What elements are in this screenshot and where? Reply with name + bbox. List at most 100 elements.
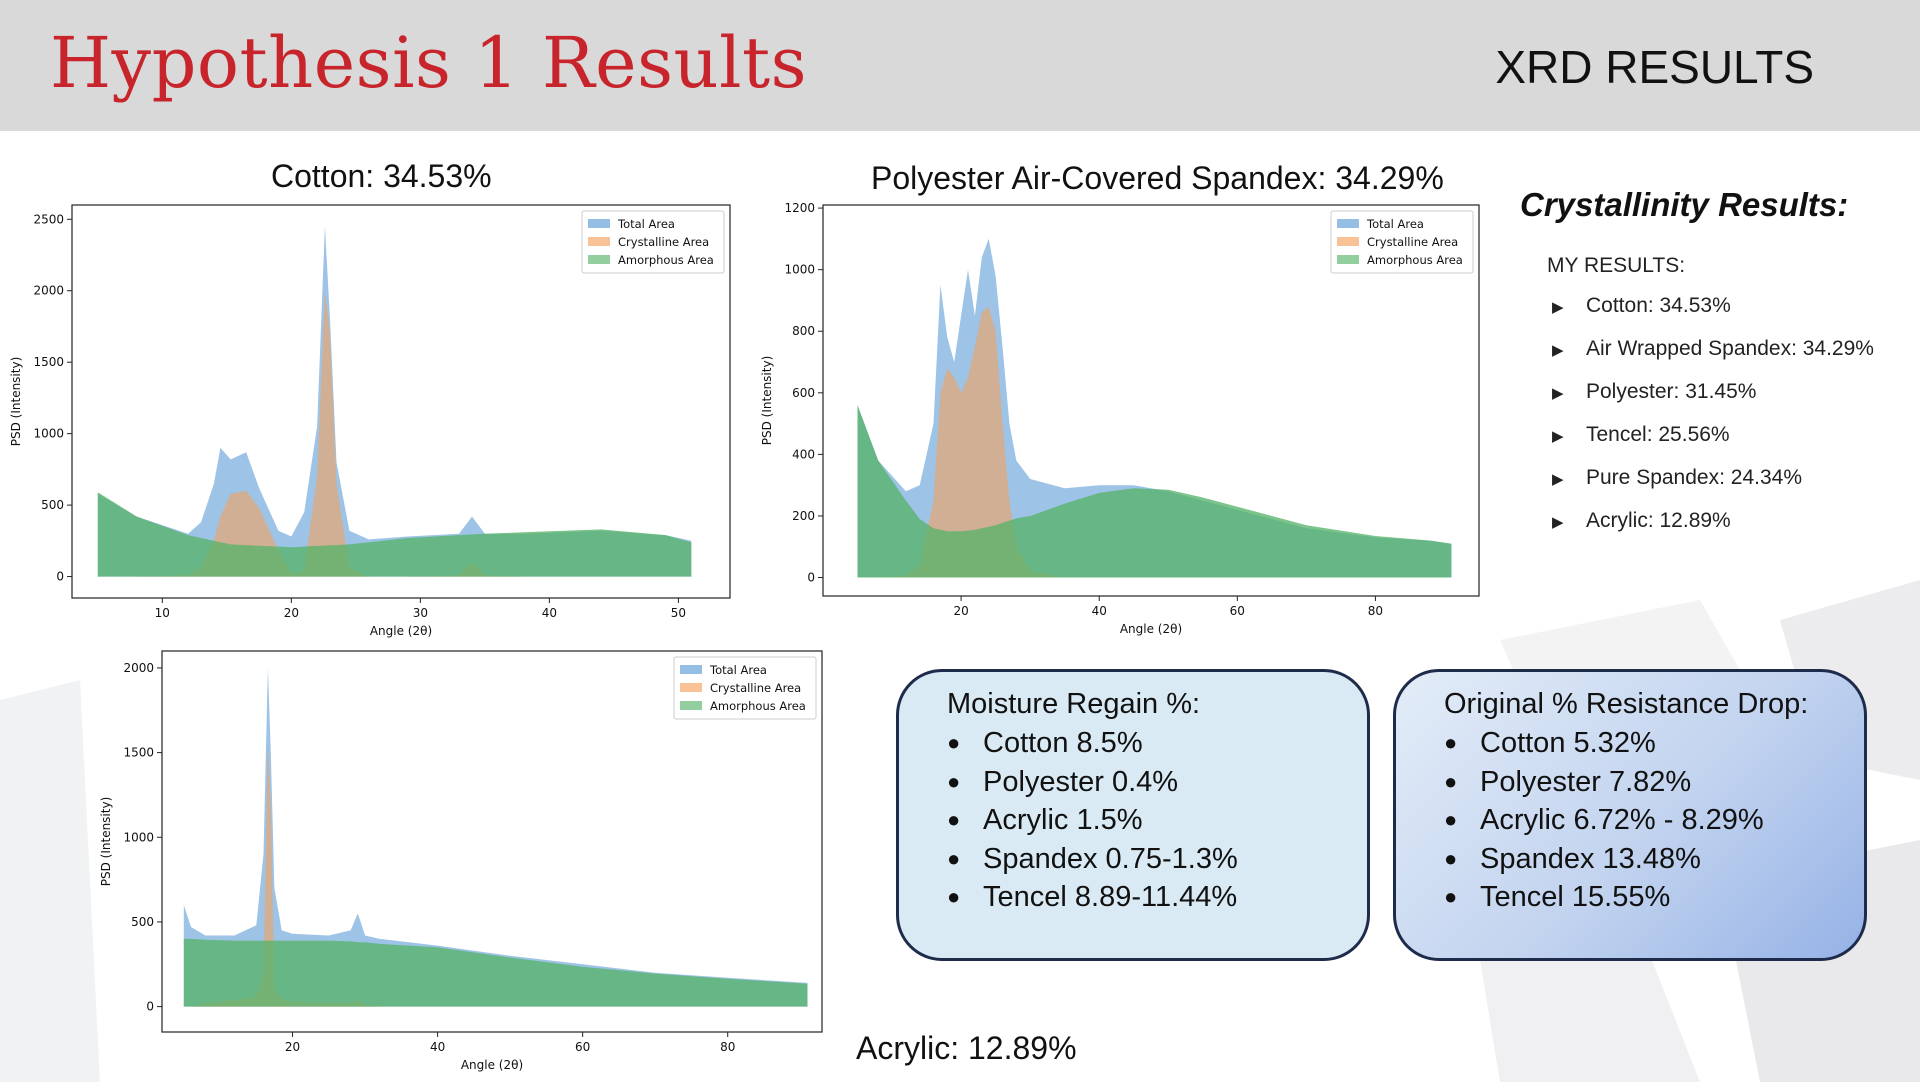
- my-results-label: MY RESULTS:: [1547, 254, 1686, 277]
- x-tick-label: 80: [1368, 604, 1383, 618]
- y-tick-label: 2500: [33, 212, 64, 226]
- triangle-bullet-icon: ▶: [1552, 428, 1564, 445]
- x-axis-label: Angle (2θ): [1120, 622, 1182, 636]
- legend-label: Crystalline Area: [710, 681, 801, 695]
- list-item: ● Spandex 13.48%: [1444, 843, 1834, 882]
- list-item: ● Polyester 7.82%: [1444, 766, 1834, 805]
- legend-label: Total Area: [709, 663, 767, 677]
- crystallinity-list: ▶ Cotton: 34.53% ▶ Air Wrapped Spandex: 34…: [1552, 294, 1874, 552]
- list-item: ▶ Acrylic: 12.89%: [1552, 509, 1874, 552]
- list-item-label: Polyester 0.4%: [983, 765, 1179, 798]
- y-tick-label: 1000: [33, 427, 64, 441]
- section-label: XRD RESULTS: [1495, 41, 1814, 93]
- legend-label: Crystalline Area: [1367, 235, 1458, 249]
- x-tick-label: 40: [430, 1040, 445, 1054]
- legend-label: Amorphous Area: [618, 253, 714, 267]
- bullet-icon: ●: [947, 845, 961, 871]
- resistance-drop-list: ● Cotton 5.32% ● Polyester 7.82% ● Acrylic …: [1444, 727, 1834, 920]
- list-item-label: Pure Spandex: 24.34%: [1586, 466, 1802, 489]
- area-crystalline-area: [857, 306, 1452, 578]
- area-amorphous-area: [97, 492, 692, 577]
- list-item-label: Polyester: 31.45%: [1586, 380, 1757, 403]
- list-item-label: Spandex 13.48%: [1480, 842, 1701, 875]
- list-item: ● Polyester 0.4%: [947, 766, 1337, 805]
- y-tick-label: 200: [792, 509, 815, 523]
- y-tick-label: 1000: [123, 830, 154, 844]
- legend-frame: [581, 210, 725, 274]
- bullet-icon: ●: [947, 768, 961, 794]
- list-item-label: Cotton 5.32%: [1480, 727, 1656, 759]
- chart-legend: Total Area Crystalline Area Amorphous Area: [673, 656, 817, 720]
- list-item: ● Acrylic 1.5%: [947, 804, 1337, 843]
- x-tick-label: 80: [720, 1040, 735, 1054]
- chart-legend: Total Area Crystalline Area Amorphous Area: [1330, 210, 1474, 274]
- legend-swatch: [680, 701, 702, 710]
- y-tick-label: 0: [146, 1000, 154, 1014]
- list-item-label: Tencel 8.89-11.44%: [983, 881, 1238, 913]
- list-item: ● Spandex 0.75-1.3%: [947, 843, 1337, 882]
- list-item-label: Air Wrapped Spandex: 34.29%: [1586, 337, 1874, 360]
- y-tick-label: 2000: [33, 284, 64, 298]
- legend-label: Total Area: [1366, 217, 1424, 231]
- slide-title: Hypothesis 1 Results: [50, 22, 808, 104]
- list-item: ▶ Cotton: 34.53%: [1552, 294, 1874, 337]
- plot-frame: [822, 204, 1480, 597]
- legend-swatch: [588, 237, 610, 246]
- bullet-icon: ●: [947, 884, 961, 909]
- list-item-label: Tencel 15.55%: [1480, 881, 1671, 913]
- list-item: ▶ Polyester: 31.45%: [1552, 380, 1874, 423]
- list-item: ▶ Air Wrapped Spandex: 34.29%: [1552, 337, 1874, 380]
- bullet-icon: ●: [1444, 807, 1458, 832]
- acrylic-chart-title: Acrylic: 12.89%: [856, 1030, 1077, 1066]
- triangle-bullet-icon: ▶: [1552, 471, 1564, 488]
- moisture-regain-list: ● Cotton 8.5% ● Polyester 0.4% ● Acrylic 1.…: [947, 727, 1337, 920]
- moisture-regain-box: Moisture Regain %: ● Cotton 8.5% ● Polyest…: [896, 669, 1370, 961]
- triangle-bullet-icon: ▶: [1552, 385, 1564, 402]
- triangle-bullet-icon: ▶: [1552, 299, 1564, 316]
- legend-swatch: [1337, 237, 1359, 246]
- cotton-chart-title: Cotton: 34.53%: [271, 158, 492, 194]
- y-tick-label: 1500: [33, 355, 64, 369]
- x-axis-label: Angle (2θ): [370, 624, 432, 638]
- list-item: ● Cotton 5.32%: [1444, 727, 1834, 766]
- list-item: ● Cotton 8.5%: [947, 727, 1337, 766]
- legend-label: Total Area: [617, 217, 675, 231]
- y-tick-label: 600: [792, 386, 815, 400]
- legend-swatch: [1337, 219, 1359, 228]
- bullet-icon: ●: [1444, 768, 1458, 794]
- list-item-label: Spandex 0.75-1.3%: [983, 842, 1238, 875]
- header-band: Hypothesis 1 Results XRD RESULTS: [0, 0, 1920, 131]
- bullet-icon: ●: [947, 730, 961, 755]
- y-tick-label: 800: [792, 324, 815, 338]
- y-axis-label: PSD (Intensity): [99, 797, 113, 887]
- y-tick-label: 1200: [784, 201, 815, 215]
- y-tick-label: 0: [56, 570, 64, 584]
- crystallinity-heading: Crystallinity Results:: [1520, 186, 1849, 223]
- x-tick-label: 20: [284, 606, 299, 620]
- legend-swatch: [1337, 255, 1359, 264]
- bullet-icon: ●: [1444, 845, 1458, 871]
- y-tick-label: 2000: [123, 661, 154, 675]
- list-item: ● Tencel 8.89-11.44%: [947, 881, 1337, 920]
- x-tick-label: 20: [285, 1040, 300, 1054]
- bullet-icon: ●: [1444, 884, 1458, 909]
- list-item-label: Cotton 8.5%: [983, 727, 1143, 759]
- legend-swatch: [588, 255, 610, 264]
- x-tick-label: 40: [542, 606, 557, 620]
- list-item-label: Acrylic 6.72% - 8.29%: [1480, 804, 1764, 836]
- legend-swatch: [588, 219, 610, 228]
- x-tick-label: 50: [671, 606, 686, 620]
- y-axis-label: PSD (Intensity): [760, 356, 774, 446]
- area-amorphous-area: [183, 938, 808, 1007]
- x-tick-label: 60: [1230, 604, 1245, 618]
- list-item-label: Acrylic 1.5%: [983, 804, 1143, 836]
- y-tick-label: 500: [131, 915, 154, 929]
- y-tick-label: 400: [792, 447, 815, 461]
- y-tick-label: 0: [807, 571, 815, 585]
- legend-label: Amorphous Area: [1367, 253, 1463, 267]
- bullet-icon: ●: [947, 807, 961, 832]
- triangle-bullet-icon: ▶: [1552, 514, 1564, 531]
- list-item: ▶ Pure Spandex: 24.34%: [1552, 466, 1874, 509]
- x-tick-label: 40: [1092, 604, 1107, 618]
